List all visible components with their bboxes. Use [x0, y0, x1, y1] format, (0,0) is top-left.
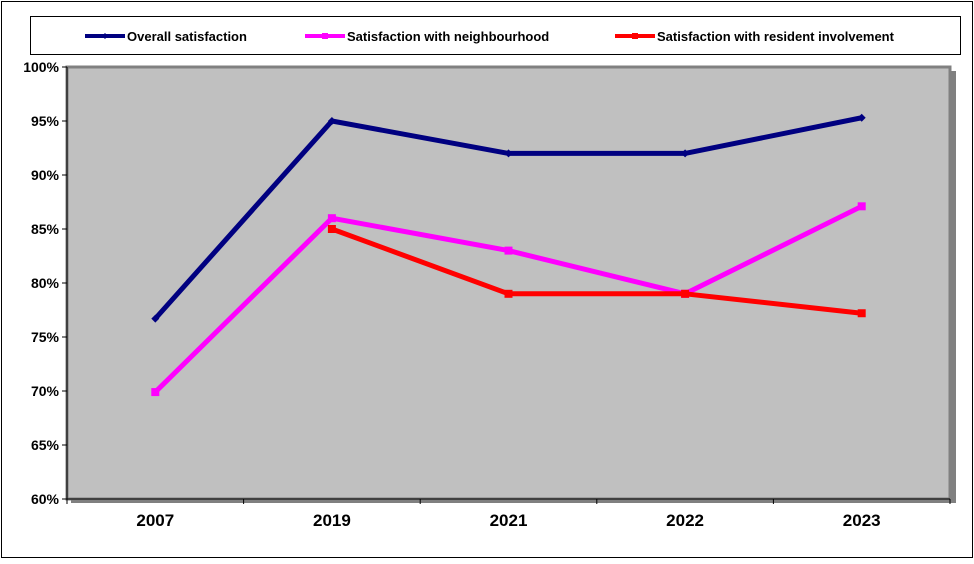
- legend-marker: [322, 33, 328, 39]
- x-tick-label: 2019: [313, 511, 351, 530]
- legend-entry: Satisfaction with neighbourhood: [305, 29, 549, 44]
- y-tick-label: 65%: [31, 437, 60, 453]
- y-axis-tick-labels: 60% 65% 70% 75% 80% 85% 90% 95% 100%: [23, 59, 59, 507]
- data-point: [327, 117, 336, 125]
- y-tick-label: 95%: [31, 113, 60, 129]
- legend-label: Overall satisfaction: [127, 29, 247, 44]
- y-tick-label: 75%: [31, 329, 60, 345]
- y-tick-label: 85%: [31, 221, 60, 237]
- data-point: [327, 214, 336, 223]
- data-point: [504, 149, 513, 158]
- legend-label: Satisfaction with resident involvement: [657, 29, 895, 44]
- y-tick-label: 60%: [31, 491, 60, 507]
- legend: Overall satisfaction Satisfaction with ne…: [30, 16, 961, 55]
- data-point: [681, 149, 690, 158]
- y-tick-label: 80%: [31, 275, 60, 291]
- legend-entry: Satisfaction with resident involvement: [615, 29, 895, 44]
- data-point: [151, 314, 160, 323]
- x-tick-label: 2022: [666, 511, 704, 530]
- y-tick-label: 90%: [31, 167, 60, 183]
- data-point: [327, 225, 336, 233]
- data-point: [857, 202, 866, 211]
- x-tick-label: 2007: [136, 511, 174, 530]
- y-tick-label: 100%: [23, 59, 59, 75]
- legend-label: Satisfaction with neighbourhood: [347, 29, 549, 44]
- legend-box: [30, 16, 961, 55]
- legend-entry: Overall satisfaction: [85, 29, 247, 44]
- y-tick-label: 70%: [31, 383, 60, 399]
- legend-marker: [102, 33, 108, 39]
- x-tick-label: 2021: [490, 511, 528, 530]
- series-3: [327, 225, 866, 318]
- data-point: [504, 289, 513, 298]
- series-layer: [151, 113, 866, 397]
- data-point: [151, 388, 160, 397]
- axes: [62, 66, 951, 504]
- data-point: [504, 246, 513, 255]
- data-point: [857, 309, 866, 318]
- data-point: [857, 113, 866, 122]
- series-line: [331, 226, 862, 316]
- series-1: [151, 113, 866, 323]
- plot-area: [65, 65, 952, 501]
- legend-marker: [632, 33, 638, 39]
- data-point: [681, 289, 690, 298]
- x-tick-label: 2023: [843, 511, 881, 530]
- x-axis-tick-labels: 2007 2019 2021 2022 2023: [136, 511, 880, 530]
